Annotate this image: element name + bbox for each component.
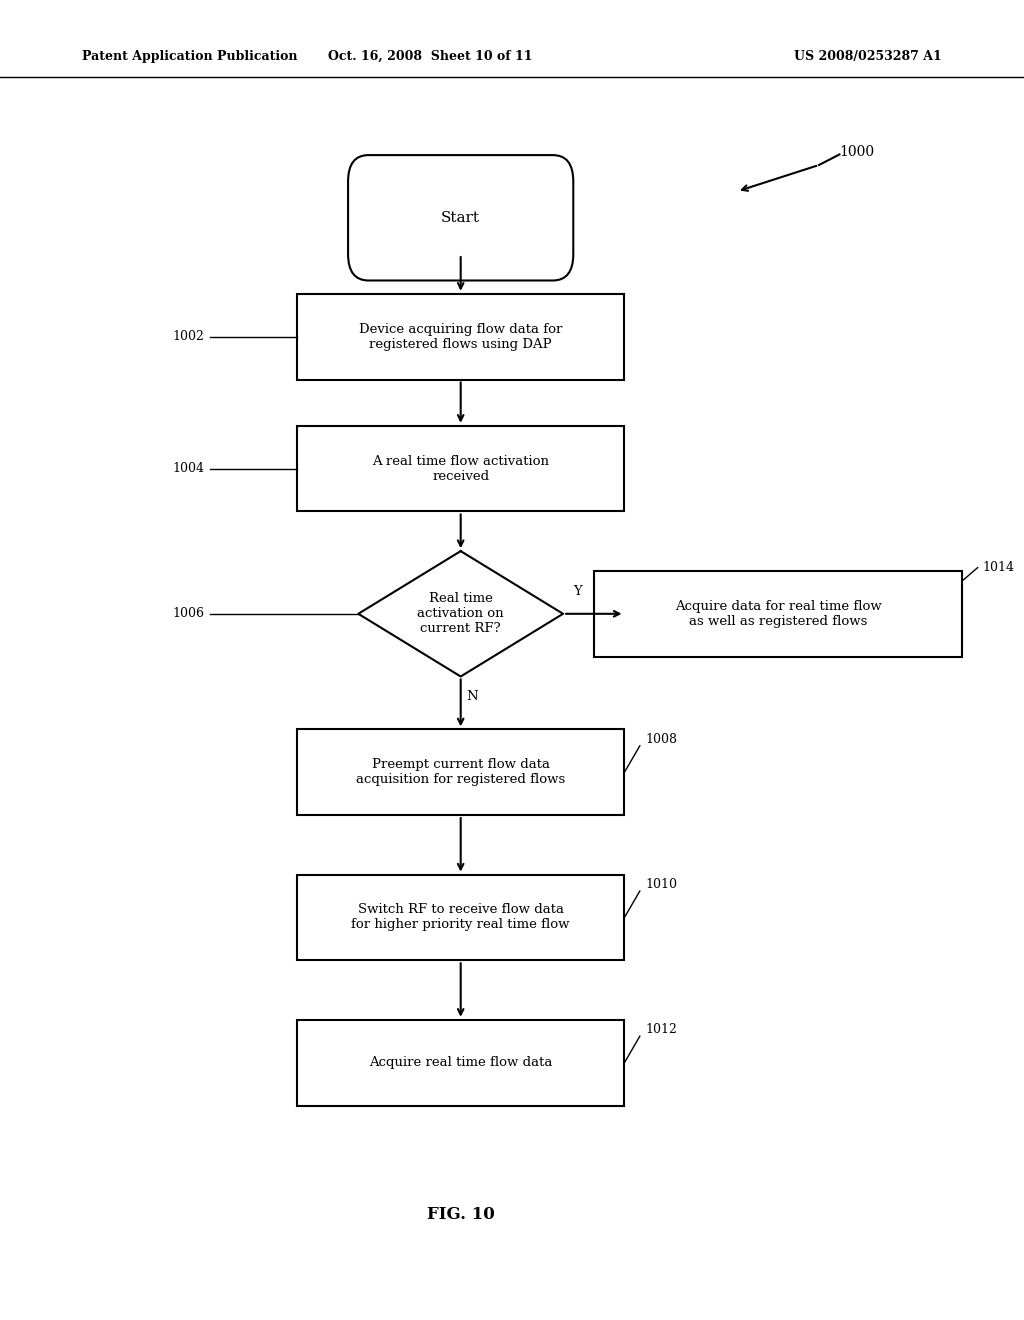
Text: Switch RF to receive flow data
for higher priority real time flow: Switch RF to receive flow data for highe… bbox=[351, 903, 570, 932]
Text: 1012: 1012 bbox=[645, 1023, 677, 1036]
Text: A real time flow activation
received: A real time flow activation received bbox=[372, 454, 549, 483]
Text: 1010: 1010 bbox=[645, 878, 677, 891]
Bar bbox=[297, 729, 625, 816]
Text: 1014: 1014 bbox=[983, 561, 1015, 574]
Text: Start: Start bbox=[441, 211, 480, 224]
Text: Device acquiring flow data for
registered flows using DAP: Device acquiring flow data for registere… bbox=[359, 322, 562, 351]
Polygon shape bbox=[358, 552, 563, 676]
Text: 1002: 1002 bbox=[173, 330, 205, 343]
Text: N: N bbox=[466, 689, 477, 702]
Bar bbox=[297, 425, 625, 511]
Text: Real time
activation on
current RF?: Real time activation on current RF? bbox=[418, 593, 504, 635]
Text: 1006: 1006 bbox=[173, 607, 205, 620]
Text: Oct. 16, 2008  Sheet 10 of 11: Oct. 16, 2008 Sheet 10 of 11 bbox=[328, 50, 532, 63]
FancyBboxPatch shape bbox=[348, 156, 573, 281]
Text: Acquire data for real time flow
as well as registered flows: Acquire data for real time flow as well … bbox=[675, 599, 882, 628]
Bar bbox=[297, 1019, 625, 1106]
Text: 1004: 1004 bbox=[173, 462, 205, 475]
Text: Patent Application Publication: Patent Application Publication bbox=[82, 50, 297, 63]
Text: FIG. 10: FIG. 10 bbox=[427, 1206, 495, 1222]
Text: 1008: 1008 bbox=[645, 733, 677, 746]
Text: US 2008/0253287 A1: US 2008/0253287 A1 bbox=[794, 50, 942, 63]
Text: 1000: 1000 bbox=[840, 145, 874, 158]
Bar bbox=[297, 875, 625, 961]
Text: Preempt current flow data
acquisition for registered flows: Preempt current flow data acquisition fo… bbox=[356, 758, 565, 787]
Bar bbox=[594, 570, 963, 656]
Text: Acquire real time flow data: Acquire real time flow data bbox=[369, 1056, 552, 1069]
Text: Y: Y bbox=[573, 585, 582, 598]
Bar bbox=[297, 293, 625, 380]
